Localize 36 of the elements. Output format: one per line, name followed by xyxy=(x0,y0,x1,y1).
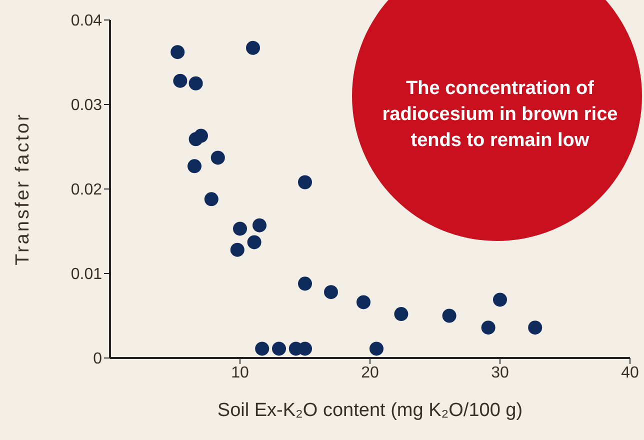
y-axis-title: Transfer factor xyxy=(12,112,34,266)
point xyxy=(356,295,370,310)
point xyxy=(170,45,185,60)
point xyxy=(188,76,203,90)
point xyxy=(230,242,244,257)
point xyxy=(204,192,218,206)
x-tick-label: 40 xyxy=(621,364,639,382)
point xyxy=(370,342,384,356)
point xyxy=(252,218,266,232)
point xyxy=(442,308,456,323)
point xyxy=(298,276,312,291)
y-tick-label: 0 xyxy=(93,350,102,368)
y-tick-label: 0.01 xyxy=(70,266,102,284)
point xyxy=(394,307,408,322)
point xyxy=(173,74,188,88)
y-tick-label: 0.02 xyxy=(70,182,102,199)
point xyxy=(493,292,507,307)
point xyxy=(255,342,270,356)
point xyxy=(188,159,202,174)
y-tick-label: 0.03 xyxy=(70,97,102,114)
point xyxy=(194,128,208,143)
point xyxy=(298,175,312,190)
x-axis-title: Soil Ex-K₂O content (mg K₂O/100 g) xyxy=(217,400,523,421)
x-tick-label: 20 xyxy=(361,364,379,382)
point xyxy=(247,235,262,250)
x-tick-label: 10 xyxy=(231,364,249,382)
point xyxy=(210,150,225,165)
point xyxy=(481,320,496,335)
point xyxy=(324,285,338,300)
annotation: The concentration of radiocesium in brown rice tends to remain low xyxy=(381,77,619,153)
point xyxy=(233,222,247,236)
point xyxy=(272,342,286,356)
point xyxy=(246,40,260,55)
x-tick-label: 30 xyxy=(491,364,509,382)
point xyxy=(528,320,542,335)
y-tick-label: 0.04 xyxy=(70,12,102,30)
